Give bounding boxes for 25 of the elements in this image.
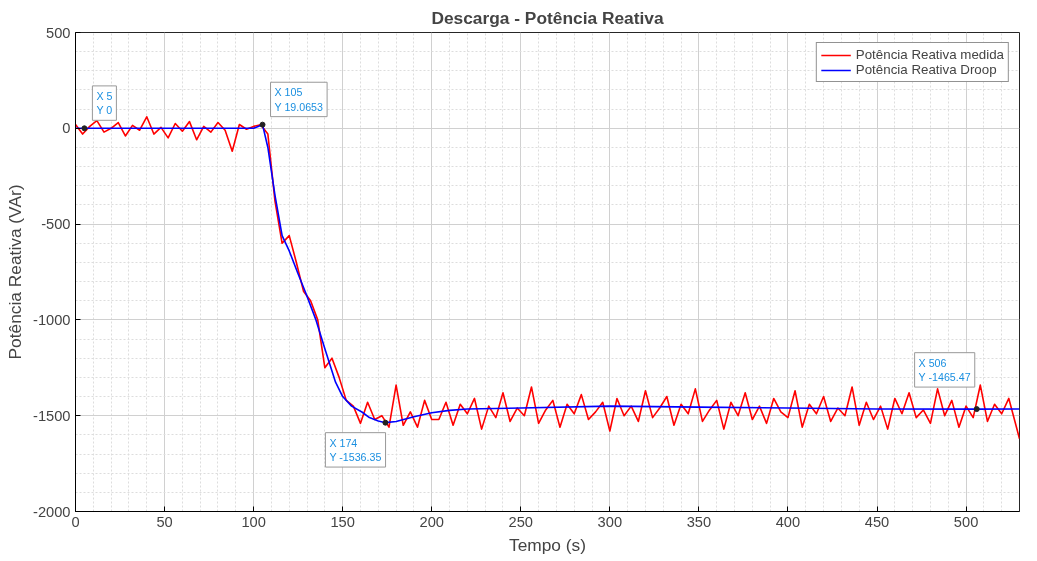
legend-label: Potência Reativa Droop — [855, 62, 997, 77]
annotation: X 506 Y -1465.47 — [918, 356, 971, 384]
y-tick-label: 0 — [62, 120, 71, 137]
x-tick-label: 500 — [953, 513, 979, 530]
y-tick-label: -1000 — [33, 311, 71, 328]
y-tick-label: 500 — [46, 24, 71, 41]
x-tick-label: 400 — [775, 513, 801, 530]
x-tick-label: 250 — [508, 513, 534, 530]
legend-label: Potência Reativa medida — [855, 47, 1004, 62]
chart-title: Descarga - Potência Reativa — [431, 7, 664, 28]
x-tick-label: 300 — [597, 513, 623, 530]
x-tick-label: 450 — [864, 513, 890, 530]
y-tick-label: -2000 — [33, 503, 71, 520]
x-tick-label: 50 — [156, 513, 173, 530]
annotation: X 105 Y 19.0653 — [274, 86, 323, 113]
annotation: X 174 Y -1536.35 — [329, 436, 382, 464]
annotation: X 5 Y 0 — [96, 89, 113, 117]
x-tick-label: 100 — [241, 513, 266, 530]
y-tick-label: -1500 — [33, 407, 71, 424]
x-axis-title: Tempo (s) — [508, 534, 587, 555]
x-tick-label: 150 — [330, 513, 355, 530]
x-tick-label: 200 — [419, 513, 444, 530]
x-tick-label: 350 — [686, 513, 712, 530]
y-axis-title: Potência Reativa (VAr) — [5, 184, 26, 360]
y-tick-label: -500 — [41, 216, 71, 233]
